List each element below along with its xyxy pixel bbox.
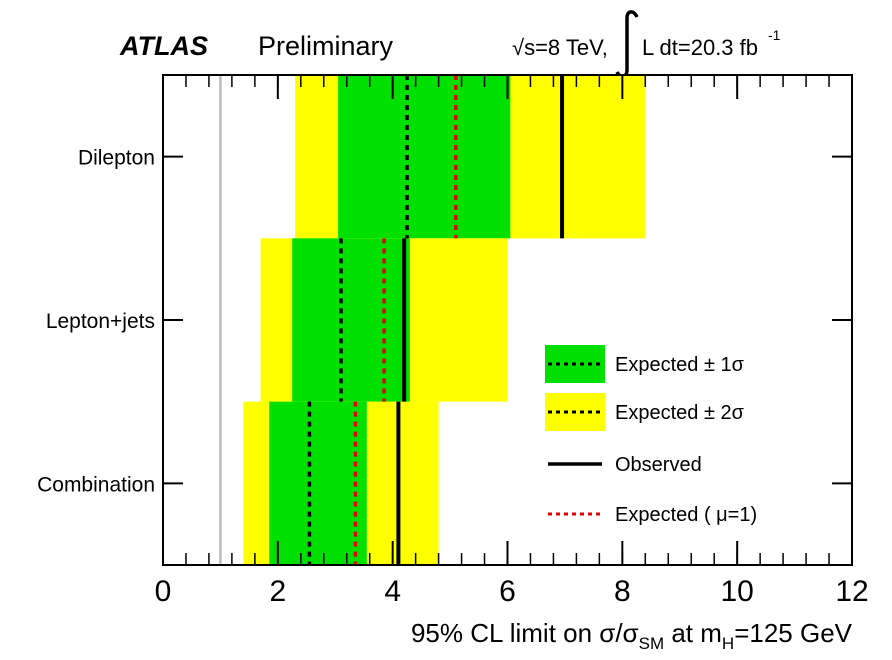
legend-label-1sigma: Expected ± 1σ xyxy=(615,354,745,376)
category-label-dilepton: Dilepton xyxy=(78,147,155,170)
x-tick-label: 8 xyxy=(614,575,631,608)
plot-area: 0 2 4 6 8 10 12 Dilepton Lepton+jets Combination xyxy=(37,74,869,608)
legend: Expected ± 1σ Expected ± 2σ Observed Exp… xyxy=(545,345,757,526)
x-axis-label: 95% CL limit on σ/σSM at mH=125 GeV xyxy=(411,618,853,653)
band-1sigma-lepton-jets xyxy=(292,238,410,402)
legend-label-expected-mu1: Expected ( μ=1) xyxy=(615,504,757,526)
band-1sigma-dilepton xyxy=(338,75,511,239)
lumi-label: L dt=20.3 fb xyxy=(642,35,758,60)
x-tick-label: 4 xyxy=(384,575,401,608)
atlas-label: ATLAS xyxy=(119,31,208,61)
preliminary-label: Preliminary xyxy=(258,31,394,61)
bands-layer xyxy=(243,75,646,565)
integral-sign xyxy=(615,10,639,78)
x-tick-label: 12 xyxy=(835,575,868,608)
x-tick-label: 10 xyxy=(720,575,753,608)
axis-ticks: 0 2 4 6 8 10 12 xyxy=(155,75,869,608)
lumi-unit-superscript: -1 xyxy=(768,27,781,43)
x-tick-label: 0 xyxy=(155,575,172,608)
band-1sigma-combination xyxy=(269,401,367,565)
category-label-combination: Combination xyxy=(37,473,155,496)
x-tick-label: 2 xyxy=(269,575,286,608)
energy-label: √s=8 TeV, xyxy=(512,35,608,60)
category-labels: Dilepton Lepton+jets Combination xyxy=(37,147,155,497)
category-label-lepton-jets: Lepton+jets xyxy=(46,310,155,333)
legend-label-observed: Observed xyxy=(615,454,702,476)
legend-label-2sigma: Expected ± 2σ xyxy=(615,402,745,424)
x-tick-label: 6 xyxy=(499,575,516,608)
limit-lines-layer xyxy=(307,75,565,565)
